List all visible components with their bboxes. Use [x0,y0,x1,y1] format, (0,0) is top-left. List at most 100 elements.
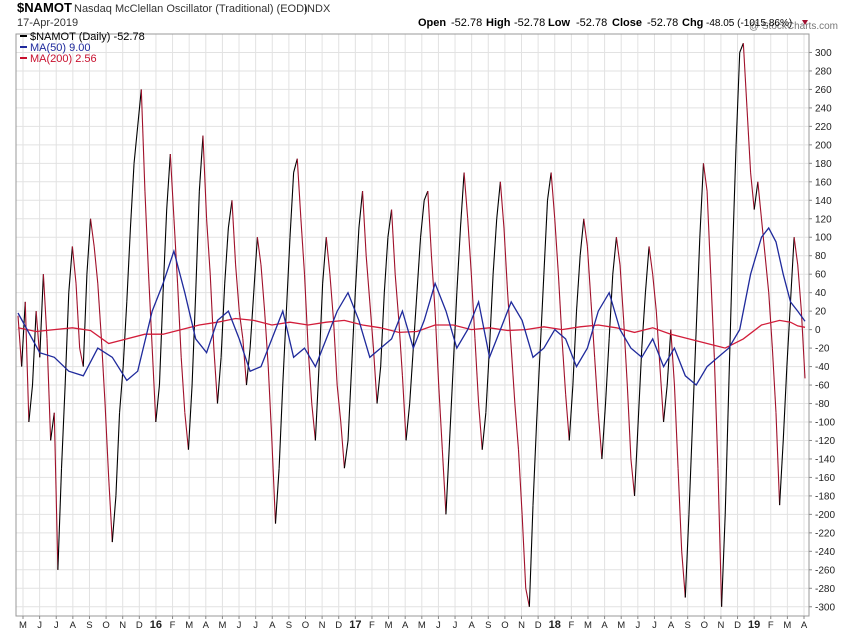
namot-segment [278,385,284,469]
y-tick-label: 80 [815,251,827,262]
namot-segment [641,292,646,349]
namot-segment [434,311,440,386]
x-tick-label: M [584,620,592,631]
x-tick-label: D [734,620,741,631]
namot-segment [89,218,95,247]
x-tick-label: J [436,620,441,631]
namot-segment [438,385,443,450]
x-tick-label: A [402,620,409,631]
namot-segment [28,384,34,423]
namot-segment [565,394,570,441]
x-tick-label: D [535,620,542,631]
x-axis: M J J A S O N D 16 F M A M J J A S O N D 17 F M A M J J A S O N D 18 F M A M… [19,616,808,631]
namot-segment [253,237,258,293]
namot-segment [144,191,150,275]
namot-segment [612,237,617,275]
namot-segment [492,218,498,275]
namot-segment [800,311,806,379]
y-tick-label: 140 [815,196,832,207]
namot-segment [380,292,385,367]
namot-segment [557,274,563,339]
x-tick-label: M [218,620,226,631]
namot-segment [383,237,389,293]
x-tick-label: J [635,620,640,631]
x-tick-label: A [468,620,475,631]
namot-segment [750,172,755,210]
x-tick-label: M [385,620,393,631]
legend-ma200: MA(200) 2.56 [30,53,97,65]
x-tick-label: S [485,620,491,631]
y-tick-label: -240 [815,547,835,558]
namot-segment [503,227,509,293]
namot-segment [449,366,454,441]
namot-segment [64,292,70,386]
namot-segment [53,412,59,570]
namot-segment [670,329,675,386]
namot-segment [21,301,26,367]
namot-segment [71,246,77,284]
namot-segment [525,588,530,607]
namot-segment [583,218,588,247]
namot-segment [122,301,128,367]
namot-segment [177,283,182,358]
y-tick-label: -280 [815,584,835,595]
namot-segment [768,292,773,349]
namot-segment [300,218,306,275]
namot-segment [771,348,777,413]
namot-segment [343,440,349,469]
namot-segment [536,348,541,423]
namot-segment [735,52,741,145]
namot-segment [398,320,403,376]
y-tick-label: -180 [815,491,835,502]
y-tick-label: -40 [815,362,830,373]
namot-segment [227,200,233,229]
date-label: 17-Apr-2019 [17,17,78,29]
y-tick-label: 20 [815,307,827,318]
y-tick-label: 40 [815,288,827,299]
namot-segment [742,43,748,108]
namot-segment [100,338,106,404]
x-tick-label: S [286,620,292,631]
namot-segment [626,385,632,459]
namot-segment [82,274,88,367]
namot-segment [329,274,335,321]
namot-segment [452,292,458,367]
x-tick-label: 17 [349,619,361,631]
y-tick-label: -200 [815,510,835,521]
namot-segment [488,274,494,349]
ohlc-summary: Open -52.78 High -52.78 Low -52.78 Close… [418,17,808,29]
namot-segment [394,274,400,321]
namot-segment [68,246,73,293]
x-tick-label: O [701,620,708,631]
namot-segment [684,514,690,598]
ohlc-open-value: -52.78 [451,17,482,29]
namot-segment [532,421,538,506]
ohlc-high-value: -52.78 [514,17,545,29]
x-tick-label: F [170,620,176,631]
namot-segment [692,329,697,423]
namot-segment [496,181,501,219]
namot-segment [652,274,657,312]
namot-segment [75,283,81,349]
namot-segment [757,181,763,219]
ohlc-chg-label: Chg [682,17,703,29]
namot-segment [202,135,208,219]
legend: $NAMOT (Daily) -52.78 MA(50) 9.00 MA(200… [20,31,145,65]
namot-segment [764,255,770,293]
namot-segment [724,385,730,515]
namot-segment [289,172,295,238]
namot-segment [702,163,708,192]
y-tick-label: 260 [815,85,832,96]
namot-segment [140,89,146,192]
namot-segment [187,385,193,450]
namot-segment [35,311,41,358]
namot-segment [633,421,639,496]
namot-segment [409,348,414,404]
namot-segment [391,209,396,275]
namot-segment [746,107,752,173]
namot-segment [347,366,353,441]
x-tick-label: J [37,620,42,631]
ma50-line [17,226,806,386]
namot-segment [474,338,480,404]
